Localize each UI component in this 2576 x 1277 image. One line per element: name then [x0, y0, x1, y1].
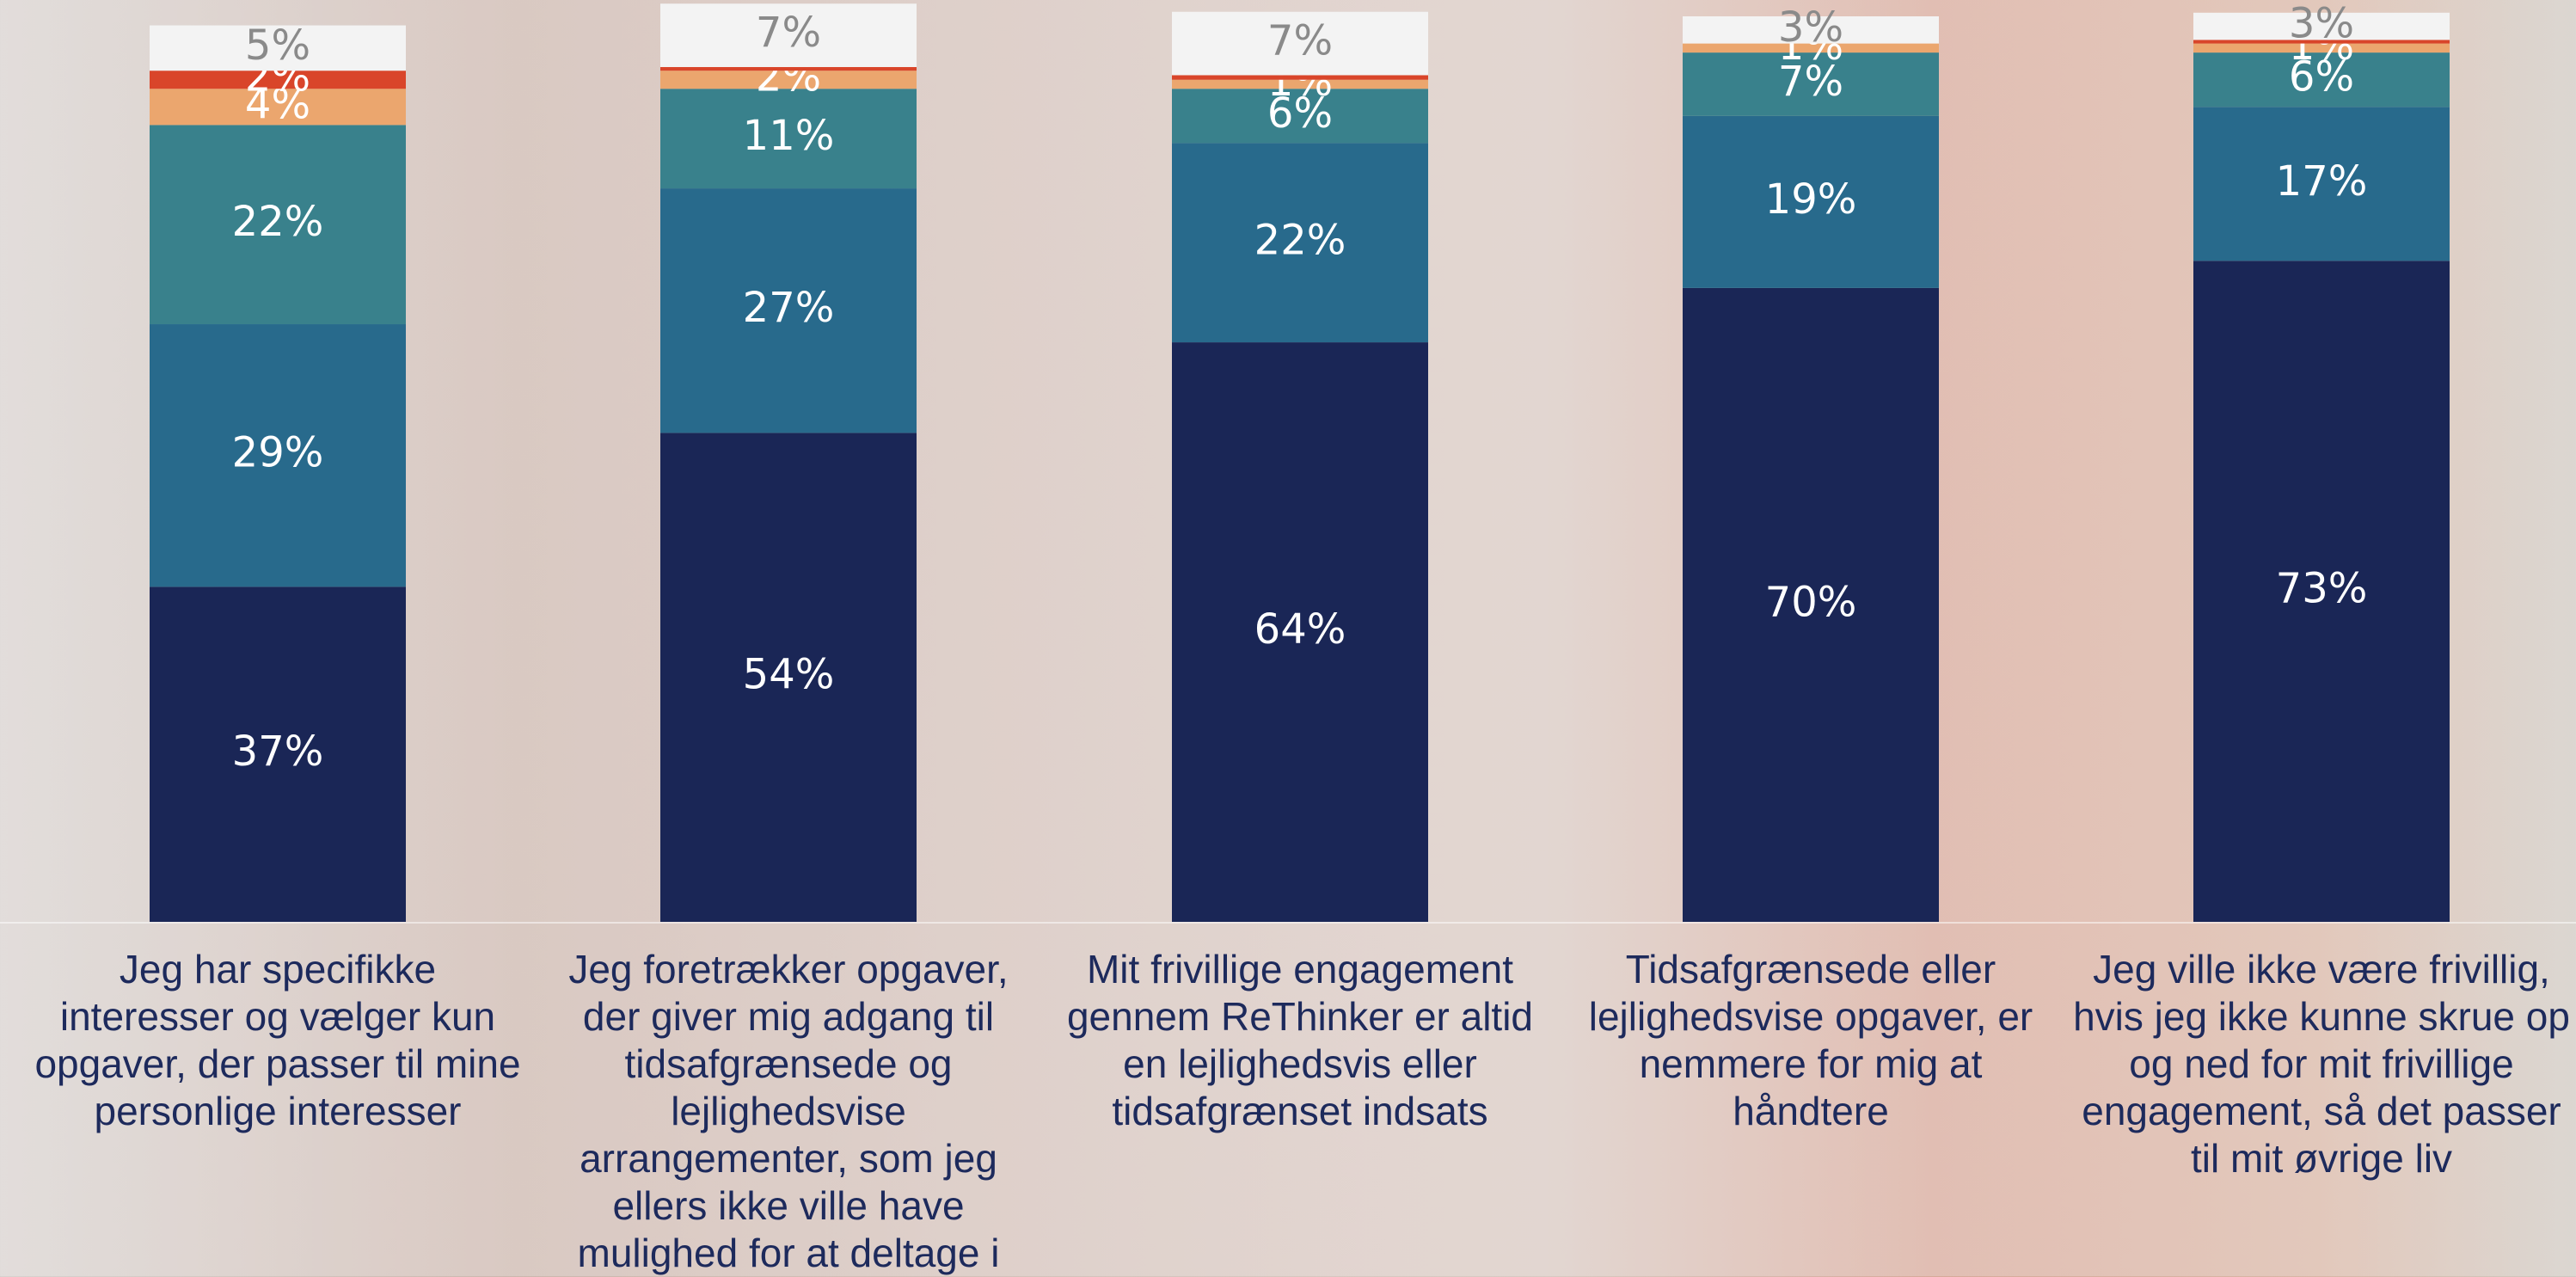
category-label: Mit frivillige engagement gennem ReThink…	[1066, 947, 1534, 1133]
bar-segment	[660, 89, 917, 189]
bar-segment	[1172, 79, 1428, 89]
value-label: 27%	[743, 284, 835, 332]
value-label: 19%	[1765, 175, 1857, 224]
bar-segment	[150, 25, 406, 71]
bar-segment	[660, 433, 917, 922]
value-label: 22%	[232, 198, 324, 246]
bar-segment	[2193, 43, 2450, 53]
category-label: Tidsafgrænsede eller lejlighedsvise opga…	[1588, 947, 2033, 1133]
bar-segment	[660, 66, 917, 71]
bar-segment	[150, 71, 406, 89]
value-label: 70%	[1765, 578, 1857, 626]
value-label: 7%	[1778, 58, 1843, 106]
value-label: 5%	[245, 21, 310, 70]
value-label: 3%	[2289, 0, 2354, 48]
bar-segment	[2193, 40, 2450, 44]
bar-segment	[1172, 11, 1428, 76]
bar-segment	[2193, 52, 2450, 107]
value-label: 17%	[2276, 157, 2368, 206]
bar-segment	[150, 89, 406, 126]
bar-segment	[1683, 16, 1939, 44]
value-label: 7%	[756, 9, 821, 57]
bar-segment	[150, 125, 406, 325]
bar-segment	[150, 586, 406, 922]
bar-segment	[2193, 261, 2450, 922]
bar-segment	[1683, 43, 1939, 53]
bar-segment	[1172, 89, 1428, 144]
bar-segment	[1172, 75, 1428, 80]
category-label: Jeg foretrækker opgaver, der giver mig a…	[568, 947, 1009, 1275]
bar-segment	[2193, 107, 2450, 261]
value-label: 7%	[1267, 17, 1333, 65]
value-label: 6%	[2289, 53, 2354, 101]
bar-segment	[1172, 342, 1428, 923]
bar-segment	[150, 324, 406, 587]
bar-segment	[1683, 52, 1939, 116]
value-label: 73%	[2276, 565, 2368, 613]
bar-segment	[1683, 115, 1939, 288]
value-label: 6%	[1267, 89, 1333, 138]
value-label: 3%	[1778, 3, 1843, 52]
bar-segment	[660, 188, 917, 433]
value-label: 64%	[1254, 605, 1346, 654]
bar-segment	[1683, 287, 1939, 922]
value-label: 22%	[1254, 216, 1346, 264]
bar-segment	[1172, 143, 1428, 343]
value-label: 37%	[232, 728, 324, 776]
category-label: Jeg ville ikke være frivillig, hvis jeg …	[2073, 947, 2570, 1181]
value-label: 54%	[743, 651, 835, 699]
bar-segment	[660, 3, 917, 67]
bar-segment	[660, 71, 917, 89]
bar-segment	[2193, 12, 2450, 40]
value-label: 29%	[232, 429, 324, 477]
value-label: 11%	[743, 112, 835, 160]
category-label: Jeg har specifikke interesser og vælger …	[34, 947, 521, 1133]
